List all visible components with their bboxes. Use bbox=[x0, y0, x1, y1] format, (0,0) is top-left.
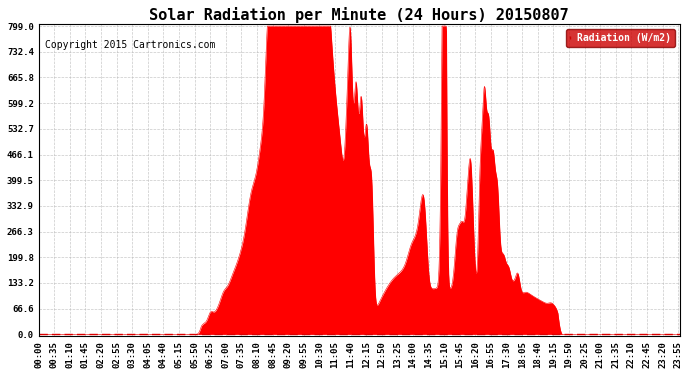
Title: Solar Radiation per Minute (24 Hours) 20150807: Solar Radiation per Minute (24 Hours) 20… bbox=[150, 7, 569, 23]
Legend: Radiation (W/m2): Radiation (W/m2) bbox=[566, 29, 676, 47]
Text: Copyright 2015 Cartronics.com: Copyright 2015 Cartronics.com bbox=[45, 40, 215, 50]
